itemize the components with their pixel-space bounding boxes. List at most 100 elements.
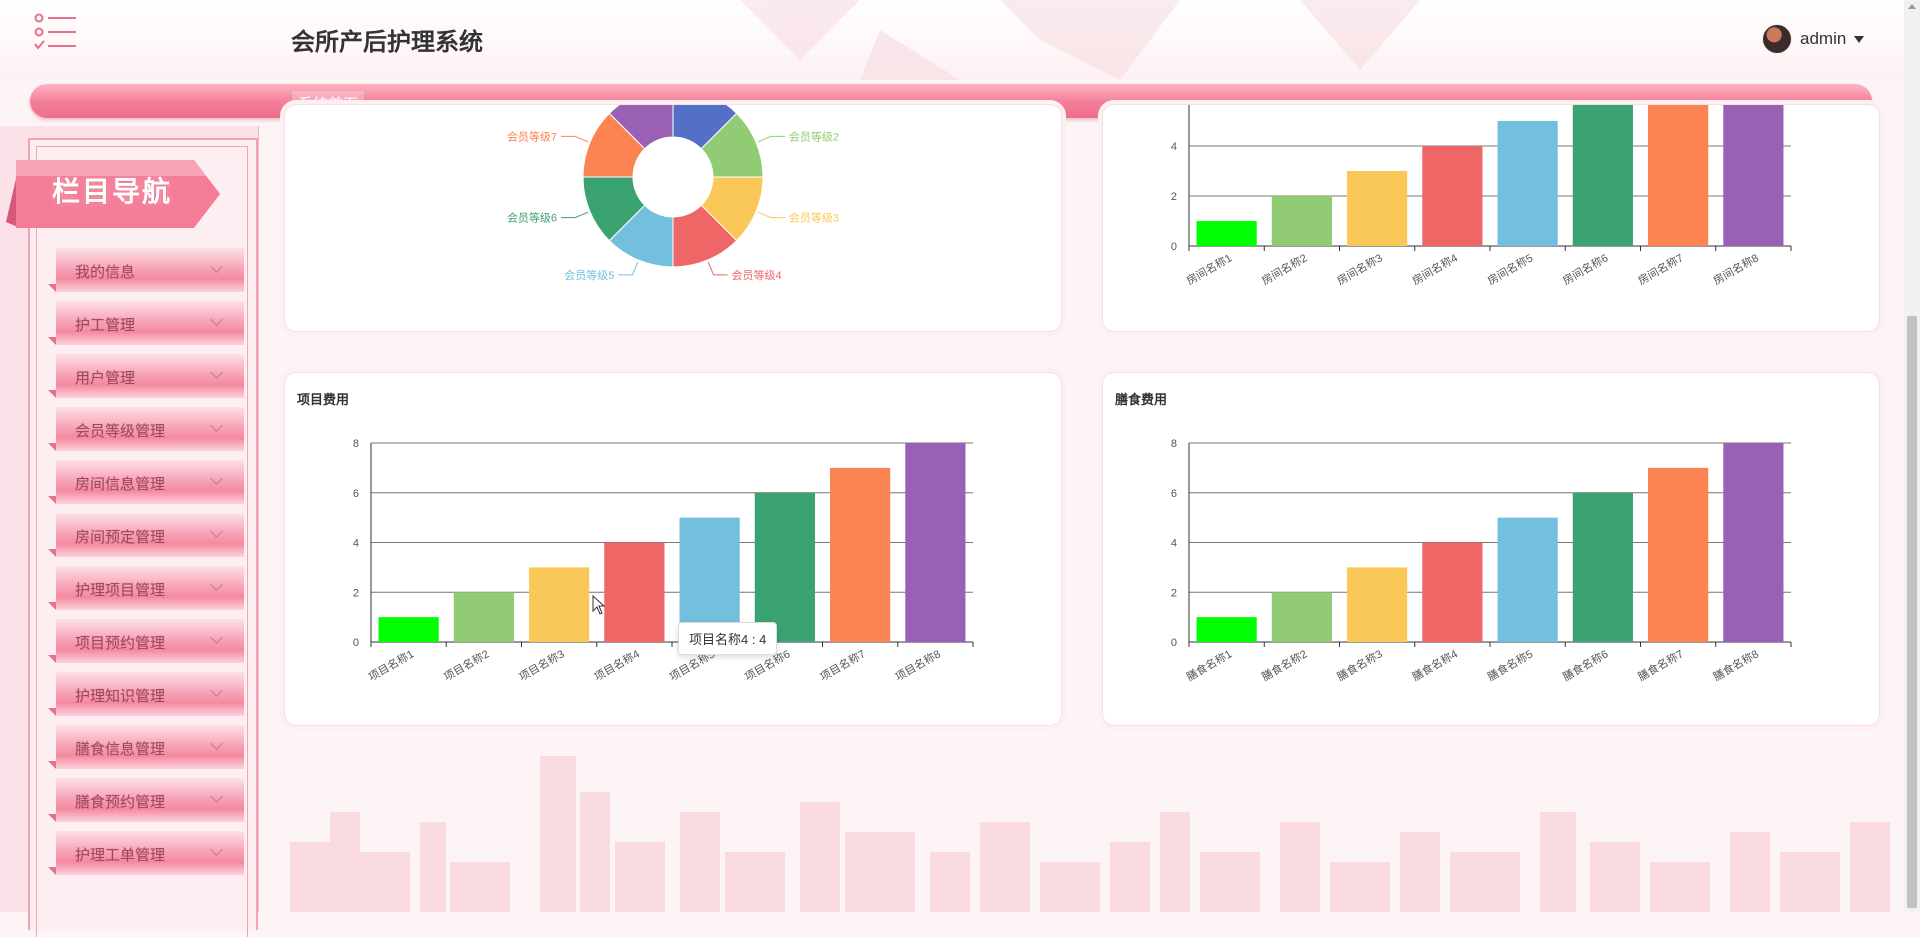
sidebar-item-background (56, 407, 244, 451)
room-bar-chart: 0 2 4 房间名称1 房间名称2 房间名称3 房间名称4 房间名称5 房间名称6 房间名称7 房间… (1171, 46, 1792, 288)
sidebar: 栏目导航 我的信息护工管理用户管理会员等级管理 房间信息管理 房间预定管理 护理项目管… (0, 126, 259, 937)
meal-bar (1347, 567, 1408, 642)
sidebar-item-fold (48, 655, 56, 663)
pie-label-line (561, 135, 589, 143)
pie-label: 会员等级7 (507, 129, 557, 143)
project-bar (453, 592, 514, 642)
app-title: 会所产后护理系统 (291, 29, 483, 56)
sidebar-item[interactable]: 用户管理 (48, 354, 244, 398)
sidebar-item-background (56, 778, 244, 822)
meal-xtick-label: 膳食名称4 (1409, 646, 1459, 683)
mouse-cursor-icon (592, 595, 606, 615)
meal-bar (1196, 617, 1257, 642)
meal-xtick-label: 膳食名称2 (1259, 646, 1309, 683)
project-xtick-label: 项目名称4 (591, 646, 641, 683)
project-bar (378, 617, 439, 642)
sidebar-item-background (56, 513, 244, 557)
sidebar-item[interactable]: 膳食预约管理 (48, 778, 244, 822)
sidebar-title: 栏目导航 (52, 176, 173, 207)
sidebar-item-fold (48, 867, 56, 875)
project-bar (830, 467, 891, 642)
sidebar-item-fold (48, 814, 56, 822)
nav-banner (6, 160, 220, 228)
pie-label: 会员等级6 (507, 211, 557, 225)
meal-xtick-label: 膳食名称1 (1184, 646, 1234, 683)
scrollbar-thumb[interactable] (1907, 316, 1917, 908)
meal-fee-card: 膳食费用 0 2 4 6 8 膳食名称1 膳食名称2 膳食名称3 膳食名称4 膳食名称5 膳食名称6… (1102, 372, 1880, 726)
chart-tooltip: 项目名称4 : 4 (678, 622, 778, 655)
sidebar-item-label: 用户管理 (75, 370, 136, 387)
sidebar-item-background (56, 354, 244, 398)
skyline-background (290, 756, 1890, 912)
sidebar-item-label: 护理知识管理 (75, 688, 166, 705)
room-xtick-label: 房间名称1 (1184, 250, 1234, 287)
project-bar (905, 443, 966, 642)
meal-ytick-label: 0 (1171, 637, 1177, 649)
room-xtick-label: 房间名称4 (1409, 250, 1459, 287)
sidebar-item[interactable]: 膳食信息管理 (48, 725, 244, 769)
pie-label: 会员等级2 (789, 129, 839, 143)
sidebar-item-fold (48, 284, 56, 292)
project-ytick-label: 0 (353, 637, 359, 649)
member-level-pie-chart: 会员等级2 会员等级3 会员等级4 会员等级5 会员等级6 会员等级7 (507, 86, 839, 282)
meal-ytick-label: 2 (1171, 587, 1177, 599)
project-ytick-label: 4 (353, 538, 359, 550)
meal-xtick-label: 膳食名称7 (1635, 646, 1685, 683)
sidebar-item-background (56, 831, 244, 875)
scroll-up-arrow-icon[interactable] (1908, 4, 1916, 9)
sidebar-item[interactable]: 护理知识管理 (48, 672, 244, 716)
project-ytick-label: 8 (353, 438, 359, 450)
sidebar-item-label: 护工管理 (75, 317, 136, 334)
meal-bar (1648, 467, 1709, 642)
meal-bar (1572, 492, 1633, 642)
meal-xtick-label: 膳食名称3 (1334, 646, 1384, 683)
page-scrollbar[interactable] (1904, 0, 1920, 912)
meal-ytick-label: 6 (1171, 488, 1177, 500)
sidebar-item[interactable]: 我的信息 (48, 248, 244, 292)
sidebar-item-background (56, 460, 244, 504)
sidebar-item-label: 护理工单管理 (75, 847, 166, 864)
project-bar (529, 567, 590, 642)
room-ytick-label: 0 (1171, 241, 1177, 253)
pie-label: 会员等级5 (564, 268, 614, 282)
sidebar-item-fold (48, 496, 56, 504)
sidebar-item-background (56, 566, 244, 610)
sidebar-item[interactable]: 房间预定管理 (48, 513, 244, 557)
room-bar (1648, 71, 1709, 246)
sidebar-item-fold (48, 549, 56, 557)
sidebar-item-fold (48, 443, 56, 451)
sidebar-item[interactable]: 护理工单管理 (48, 831, 244, 875)
sidebar-item[interactable]: 护理项目管理 (48, 566, 244, 610)
project-fee-title: 项目费用 (297, 392, 350, 407)
room-xtick-label: 房间名称7 (1635, 250, 1685, 287)
room-ytick-label: 2 (1171, 191, 1177, 203)
sidebar-inner-frame (36, 146, 248, 937)
user-menu[interactable]: admin (1762, 24, 1865, 54)
list-menu-icon[interactable] (34, 12, 78, 52)
room-bar (1196, 221, 1257, 246)
sidebar-item[interactable]: 房间信息管理 (48, 460, 244, 504)
room-bar (1497, 121, 1558, 246)
meal-bar (1723, 443, 1784, 642)
pie-label: 会员等级4 (732, 268, 782, 282)
project-xtick-label: 项目名称2 (441, 646, 491, 683)
sidebar-item-fold (48, 708, 56, 716)
project-bar (604, 542, 665, 642)
meal-ytick-label: 4 (1171, 538, 1177, 550)
meal-xtick-label: 膳食名称8 (1710, 646, 1760, 683)
sidebar-item-background (56, 619, 244, 663)
pie-label: 会员等级3 (789, 211, 839, 225)
room-xtick-label: 房间名称8 (1710, 250, 1760, 287)
sidebar-item[interactable]: 项目预约管理 (48, 619, 244, 663)
sidebar-item[interactable]: 护工管理 (48, 301, 244, 345)
sidebar-item-fold (48, 337, 56, 345)
project-ytick-label: 6 (353, 488, 359, 500)
meal-bar (1271, 592, 1332, 642)
pie-label-line (707, 261, 728, 276)
sidebar-item[interactable]: 会员等级管理 (48, 407, 244, 451)
room-xtick-label: 房间名称5 (1485, 250, 1535, 287)
room-bar (1422, 146, 1483, 246)
project-xtick-label: 项目名称1 (366, 646, 416, 683)
sidebar-item-label: 我的信息 (75, 264, 136, 281)
